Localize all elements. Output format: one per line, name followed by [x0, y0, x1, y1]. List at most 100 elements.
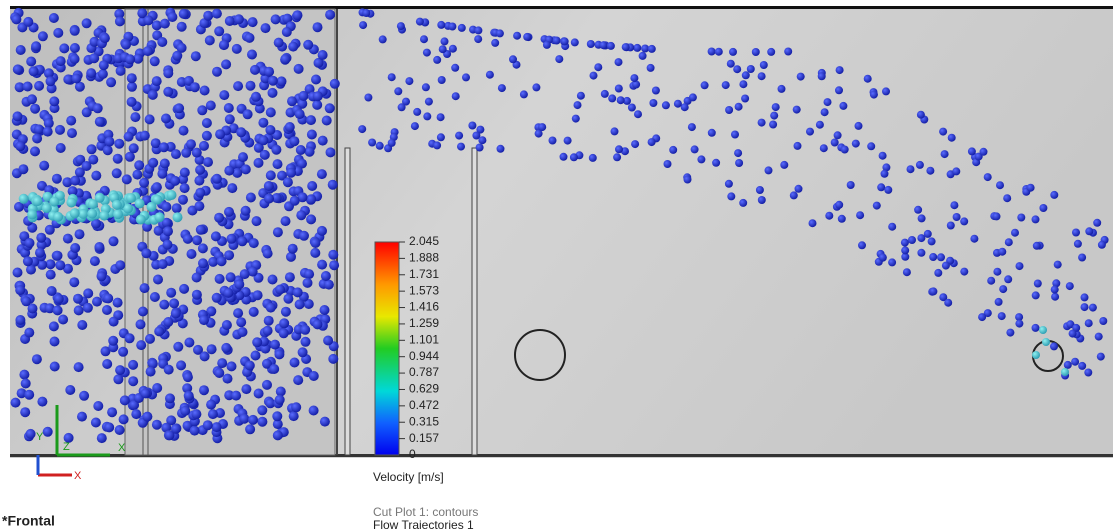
particle [240, 269, 250, 279]
particle [227, 183, 237, 193]
particle [290, 358, 300, 368]
particle [995, 298, 1003, 306]
particle [89, 53, 99, 63]
particle [476, 144, 484, 152]
particle [155, 212, 165, 222]
particle [929, 287, 937, 295]
particle [167, 190, 177, 200]
particle [628, 104, 636, 112]
particle [147, 202, 157, 212]
particle [279, 328, 289, 338]
particle [171, 424, 181, 434]
particle [613, 153, 621, 161]
particle [127, 82, 137, 92]
particle [143, 46, 153, 56]
particle [303, 40, 313, 50]
particle [1027, 184, 1035, 192]
particle [279, 318, 289, 328]
particle [934, 269, 942, 277]
particle [161, 114, 171, 124]
caption: Flow Trajectories 1 [373, 518, 474, 529]
particle [291, 402, 301, 412]
particle [960, 268, 968, 276]
particle [960, 217, 968, 225]
particle [49, 321, 59, 331]
particle [163, 87, 173, 97]
particle [778, 85, 786, 93]
particle [1084, 369, 1092, 377]
particle [75, 229, 85, 239]
particle [45, 225, 55, 235]
particle [119, 414, 129, 424]
particle [634, 110, 642, 118]
particle [264, 316, 274, 326]
particle [929, 253, 937, 261]
particle [23, 82, 33, 92]
particle [251, 351, 261, 361]
particle [184, 391, 194, 401]
particle [226, 272, 236, 282]
particle [184, 338, 194, 348]
particle [214, 368, 224, 378]
particle [708, 129, 716, 137]
particle [264, 194, 274, 204]
particle [288, 244, 298, 254]
particle [725, 180, 733, 188]
particle [132, 170, 142, 180]
particle [70, 26, 80, 36]
particle [160, 19, 170, 29]
particle [127, 97, 137, 107]
particle [192, 290, 202, 300]
particle [146, 367, 156, 377]
particle [214, 213, 224, 223]
particle [1069, 330, 1077, 338]
particle [639, 52, 647, 60]
particle [11, 398, 21, 408]
particle [697, 155, 705, 163]
particle [301, 337, 311, 347]
particle [73, 294, 83, 304]
particle [125, 152, 135, 162]
particle [33, 196, 43, 206]
particle [769, 121, 777, 129]
particle [153, 275, 163, 285]
particle [1074, 240, 1082, 248]
particle [103, 293, 113, 303]
particle [941, 150, 949, 158]
particle [195, 188, 205, 198]
particle [264, 67, 274, 77]
particle [109, 317, 119, 327]
baffle [472, 148, 477, 455]
particle [457, 143, 465, 151]
particle [136, 340, 146, 350]
particle [474, 35, 482, 43]
particle [937, 253, 945, 261]
particle [227, 234, 237, 244]
particle [273, 159, 283, 169]
particle [180, 406, 190, 416]
particle [212, 422, 222, 432]
particle [362, 9, 370, 17]
particle [26, 429, 36, 439]
particle [285, 122, 295, 132]
particle [172, 51, 182, 61]
tick-label: 0.629 [409, 382, 439, 396]
particle [727, 60, 735, 68]
particle [112, 168, 122, 178]
particle [587, 40, 595, 48]
particle [115, 260, 125, 270]
particle [1033, 242, 1041, 250]
particle [758, 196, 766, 204]
particle [56, 56, 66, 66]
particle [252, 216, 262, 226]
particle [37, 397, 47, 407]
particle [243, 109, 253, 119]
tick-label: 1.731 [409, 267, 439, 281]
particle [1078, 254, 1086, 262]
particle [158, 259, 168, 269]
particle [273, 430, 283, 440]
particle [13, 268, 23, 278]
particle [203, 157, 213, 167]
particle [1081, 303, 1089, 311]
particle [747, 65, 755, 73]
